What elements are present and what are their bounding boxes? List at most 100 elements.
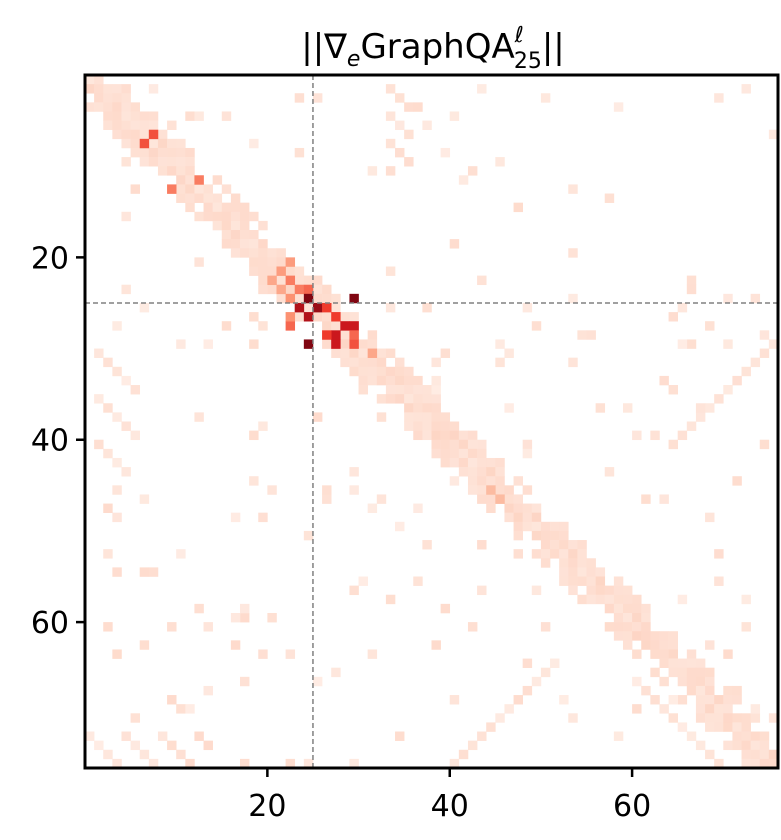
heatmap-cell [322, 293, 332, 304]
heatmap-cell [695, 713, 706, 723]
heatmap-cell [659, 649, 669, 659]
heatmap-cell [577, 330, 587, 340]
heatmap-cell [622, 622, 633, 632]
heatmap-cell [750, 758, 761, 769]
heatmap-cell [148, 147, 159, 158]
heatmap-cell [240, 248, 250, 258]
heatmap-cell [385, 594, 396, 605]
heatmap-cell [540, 549, 551, 559]
heatmap-cell [732, 713, 742, 723]
heatmap-cell [230, 220, 241, 231]
heatmap-cell [759, 740, 770, 751]
heatmap-cell [367, 166, 378, 176]
heatmap-cell [668, 439, 678, 450]
heatmap-cell [312, 275, 323, 286]
heatmap-cell [367, 366, 378, 377]
heatmap-cell [404, 157, 414, 167]
heatmap-cell [349, 339, 359, 349]
heatmap-cell [121, 102, 131, 112]
heatmap-cell [467, 740, 478, 751]
heatmap-cell [130, 111, 141, 121]
heatmap-cell [677, 430, 688, 441]
heatmap-cell [613, 585, 624, 596]
heatmap-cell [641, 685, 651, 696]
heatmap-cell [185, 111, 195, 121]
heatmap-cell [705, 695, 715, 705]
heatmap-cell [677, 594, 688, 605]
heatmap-cell [312, 676, 323, 687]
heatmap-cell [449, 758, 460, 769]
heatmap-cell [94, 348, 104, 358]
heatmap-cell [240, 612, 250, 623]
heatmap-cell [230, 640, 241, 650]
heatmap-cell [258, 649, 268, 659]
heatmap-cell [85, 731, 95, 741]
heatmap-cell [103, 93, 113, 103]
heatmap-cell [513, 530, 523, 541]
heatmap-cell [750, 731, 761, 741]
heatmap-cell [568, 549, 578, 559]
heatmap-cell [230, 612, 241, 623]
heatmap-cell [705, 667, 715, 678]
heatmap-cell [385, 394, 396, 404]
heatmap-cell [550, 658, 560, 668]
heatmap-cell [258, 257, 268, 267]
heatmap-cell [723, 740, 733, 751]
heatmap-cell [714, 758, 724, 769]
heatmap-cell [212, 202, 223, 213]
heatmap-cell [613, 731, 624, 741]
heatmap-cell [741, 740, 751, 751]
heatmap-cell [240, 220, 250, 231]
heatmap-cell [668, 695, 678, 705]
heatmap-cell [340, 348, 350, 358]
heatmap-cell [85, 102, 95, 112]
heatmap-cell [641, 622, 651, 632]
heatmap-cell [422, 403, 432, 413]
heatmap-cell [668, 385, 678, 395]
heatmap-cell [714, 704, 724, 714]
heatmap-cell [404, 385, 414, 395]
heatmap-cell [568, 184, 578, 194]
heatmap-cell [203, 740, 213, 751]
heatmap-cell [167, 157, 177, 167]
heatmap-cell [267, 257, 277, 267]
heatmap-cell [686, 676, 697, 687]
heatmap-cell [285, 649, 296, 659]
heatmap-cell [148, 84, 159, 94]
heatmap-cell [103, 84, 113, 94]
heatmap-cell [230, 230, 241, 240]
heatmap-cell [467, 485, 478, 495]
heatmap-cell [331, 667, 341, 678]
heatmap-cell [349, 330, 359, 340]
heatmap-cell [121, 157, 131, 167]
heatmap-cell [194, 731, 204, 741]
heatmap-cell [294, 302, 305, 313]
heatmap-cell [395, 394, 405, 404]
heatmap-cell [513, 521, 523, 532]
heatmap-cell [604, 603, 615, 614]
heatmap-cell [668, 312, 678, 322]
heatmap-cell [540, 530, 551, 541]
heatmap-cell [139, 111, 150, 121]
heatmap-cell [349, 758, 359, 769]
title-sub-num: 25 [514, 49, 542, 74]
heatmap-cell [358, 375, 368, 386]
heatmap-cell [449, 239, 460, 249]
heatmap-cell [130, 713, 141, 723]
heatmap-cell [413, 430, 423, 441]
heatmap-cell [577, 540, 587, 550]
heatmap-cell [94, 394, 104, 404]
heatmap-cell [659, 640, 669, 650]
heatmap-cell [458, 749, 469, 760]
heatmap-cell [431, 375, 441, 386]
heatmap-cell [176, 339, 186, 349]
heatmap-cell [294, 293, 305, 304]
heatmap-cell [303, 302, 314, 313]
heatmap-cell [650, 430, 660, 441]
heatmap-cell [622, 612, 633, 623]
heatmap-cell [249, 248, 259, 258]
heatmap-cell [568, 713, 578, 723]
heatmap-cell [686, 731, 697, 741]
heatmap-cell [249, 476, 259, 486]
heatmap-cell [167, 138, 177, 149]
